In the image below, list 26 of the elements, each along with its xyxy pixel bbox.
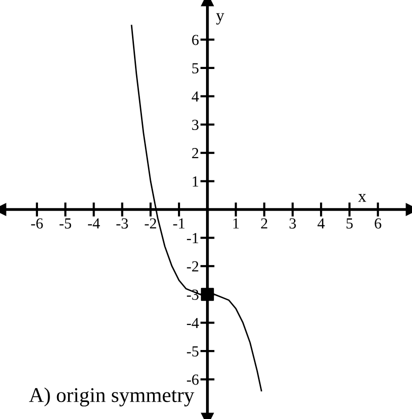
y-tick-label: -1 [186,233,198,244]
x-tick-label: 1 [233,218,239,228]
y-tick-label: 2 [192,148,198,158]
x-tick-label: -3 [116,218,128,229]
y-tick-label: 3 [192,120,198,130]
y-tick-label: -5 [186,346,198,357]
x-tick-label: 3 [290,218,296,229]
x-tick-label: -2 [144,218,156,228]
x-tick-label: 6 [374,218,382,229]
x-tick-label: -6 [31,218,43,229]
x-tick-label: 4 [318,218,325,228]
y-tick-label: 1 [192,176,198,186]
x-tick-label: -5 [60,218,72,229]
x-tick-label: 5 [346,218,353,229]
x-axis-title: x [358,194,366,202]
y-tick-label: 5 [192,63,198,74]
y-axis-title: y [216,13,224,25]
x-tick-label: -1 [173,218,184,228]
y-tick-label: -4 [186,318,199,328]
y-tick-label: -2 [186,261,198,272]
y-tick-label: 6 [192,34,199,46]
annotation: A) origin symmetry [29,387,194,406]
y-tick-label: -6 [186,374,199,385]
x-tick-label: 2 [261,218,268,228]
x-tick-label: -4 [88,218,100,228]
y-tick-label: 4 [192,92,199,102]
